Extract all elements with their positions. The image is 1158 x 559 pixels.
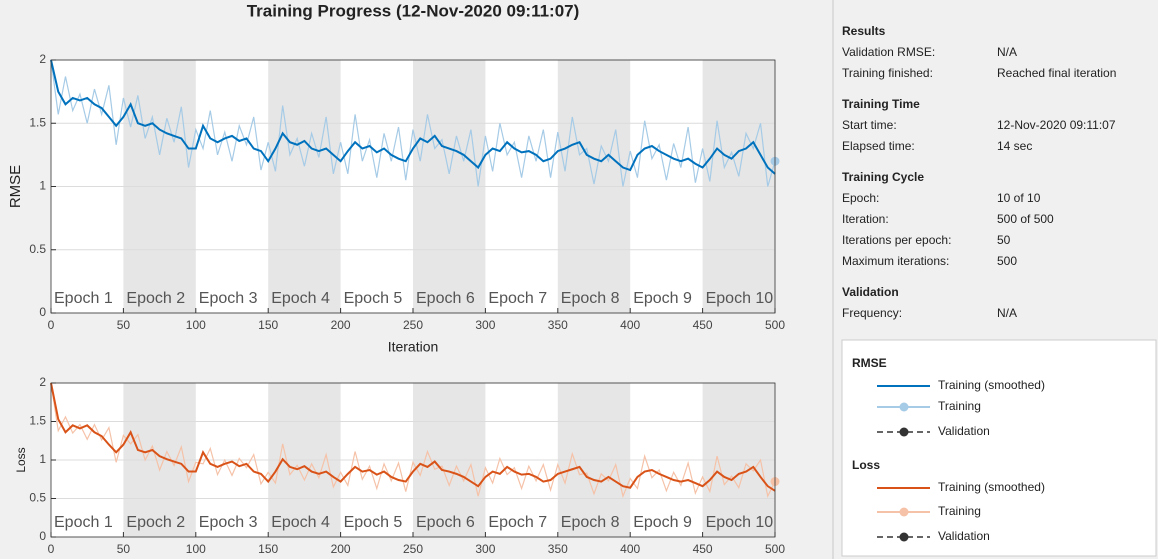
info-value: 500	[997, 254, 1017, 268]
y-tick-label: 0.5	[29, 491, 46, 505]
epoch-label: Epoch 8	[561, 290, 620, 307]
info-label: Iterations per epoch:	[842, 233, 951, 247]
legend-label: Training (smoothed)	[938, 378, 1045, 392]
legend-marker	[899, 507, 909, 517]
y-axis-label: RMSE	[7, 165, 24, 208]
x-tick-label: 450	[693, 318, 713, 332]
section-title: Training Cycle	[842, 170, 924, 184]
y-tick-label: 2	[39, 375, 46, 389]
x-tick-label: 300	[475, 318, 495, 332]
epoch-label: Epoch 6	[416, 514, 475, 531]
x-tick-label: 200	[331, 318, 351, 332]
y-axis-label: Loss	[14, 447, 28, 472]
y-tick-label: 0	[39, 529, 46, 543]
info-value: 10 of 10	[997, 191, 1041, 205]
x-tick-label: 450	[693, 542, 713, 556]
info-value: 14 sec	[997, 139, 1032, 153]
epoch-label: Epoch 7	[488, 290, 547, 307]
info-label: Start time:	[842, 118, 897, 132]
legend-label: Training	[938, 399, 981, 413]
x-tick-label: 250	[403, 318, 423, 332]
x-tick-label: 150	[258, 542, 278, 556]
epoch-label: Epoch 6	[416, 290, 475, 307]
x-tick-label: 150	[258, 318, 278, 332]
x-tick-label: 500	[765, 542, 785, 556]
x-tick-label: 400	[620, 542, 640, 556]
info-value: N/A	[997, 45, 1017, 59]
x-tick-label: 0	[48, 318, 55, 332]
info-value: 12-Nov-2020 09:11:07	[997, 118, 1116, 132]
y-tick-label: 1	[39, 452, 46, 466]
epoch-label: Epoch 1	[54, 290, 113, 307]
info-label: Elapsed time:	[842, 139, 915, 153]
epoch-label: Epoch 10	[706, 290, 774, 307]
epoch-label: Epoch 4	[271, 514, 330, 531]
axes-frame	[50, 59, 776, 314]
epoch-label: Epoch 3	[199, 514, 258, 531]
epoch-label: Epoch 1	[54, 514, 113, 531]
y-tick-label: 1	[39, 179, 46, 193]
legend-title: Loss	[852, 458, 880, 472]
info-value: 50	[997, 233, 1011, 247]
info-label: Iteration:	[842, 212, 889, 226]
smoothed-line	[50, 382, 776, 492]
epoch-label: Epoch 5	[344, 514, 403, 531]
legend-marker	[899, 427, 909, 437]
x-tick-label: 350	[548, 542, 568, 556]
x-tick-label: 100	[186, 318, 206, 332]
x-tick-label: 50	[117, 542, 131, 556]
x-tick-label: 300	[475, 542, 495, 556]
legend-label: Validation	[938, 529, 990, 543]
info-label: Validation RMSE:	[842, 45, 935, 59]
y-tick-label: 1.5	[29, 414, 46, 428]
epoch-label: Epoch 3	[199, 290, 258, 307]
info-label: Training finished:	[842, 66, 933, 80]
legend-label: Validation	[938, 424, 990, 438]
section-title: Training Time	[842, 97, 920, 111]
legend-label: Training (smoothed)	[938, 480, 1045, 494]
epoch-label: Epoch 9	[633, 290, 692, 307]
epoch-label: Epoch 7	[488, 514, 547, 531]
info-value: N/A	[997, 306, 1017, 320]
x-axis-label: Iteration	[388, 339, 439, 355]
x-tick-label: 350	[548, 318, 568, 332]
legend-marker	[899, 532, 909, 542]
epoch-label: Epoch 10	[706, 514, 774, 531]
legend-label: Training	[938, 504, 981, 518]
info-value: 500 of 500	[997, 212, 1054, 226]
axes-frame	[50, 382, 776, 538]
epoch-label: Epoch 4	[271, 290, 330, 307]
info-label: Frequency:	[842, 306, 902, 320]
info-label: Maximum iterations:	[842, 254, 949, 268]
section-title: Results	[842, 24, 886, 38]
y-tick-label: 1.5	[29, 115, 46, 129]
y-tick-label: 0.5	[29, 242, 46, 256]
window-title: Training Progress (12-Nov-2020 09:11:07)	[247, 1, 580, 20]
x-tick-label: 500	[765, 318, 785, 332]
y-tick-label: 0	[39, 305, 46, 319]
epoch-label: Epoch 2	[126, 290, 185, 307]
legend-title: RMSE	[852, 356, 887, 370]
legend-box	[841, 339, 1157, 557]
epoch-label: Epoch 8	[561, 514, 620, 531]
y-tick-label: 2	[39, 52, 46, 66]
epoch-label: Epoch 5	[344, 290, 403, 307]
x-tick-label: 50	[117, 318, 131, 332]
x-tick-label: 250	[403, 542, 423, 556]
x-tick-label: 400	[620, 318, 640, 332]
smoothed-line	[50, 59, 776, 175]
x-tick-label: 200	[331, 542, 351, 556]
info-value: Reached final iteration	[997, 66, 1116, 80]
x-tick-label: 100	[186, 542, 206, 556]
x-tick-label: 0	[48, 542, 55, 556]
epoch-label: Epoch 2	[126, 514, 185, 531]
epoch-label: Epoch 9	[633, 514, 692, 531]
info-label: Epoch:	[842, 191, 879, 205]
legend-marker	[899, 402, 909, 412]
section-title: Validation	[842, 285, 899, 299]
